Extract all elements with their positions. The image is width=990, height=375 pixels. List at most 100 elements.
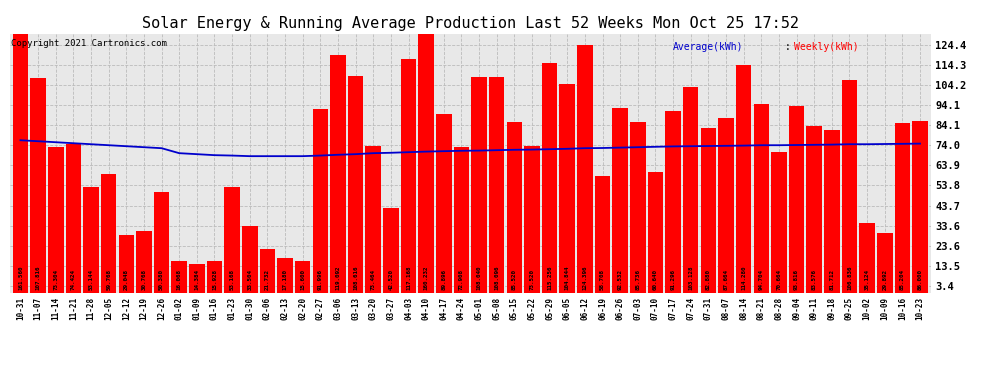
Bar xyxy=(895,123,910,292)
Bar xyxy=(383,208,399,292)
Bar xyxy=(119,235,134,292)
Text: 91.996: 91.996 xyxy=(318,268,323,290)
Bar xyxy=(630,122,645,292)
Text: 59.768: 59.768 xyxy=(106,268,111,290)
Text: 42.520: 42.520 xyxy=(388,268,393,290)
Text: Copyright 2021 Cartronics.com: Copyright 2021 Cartronics.com xyxy=(11,39,166,48)
Text: 103.128: 103.128 xyxy=(688,265,693,290)
Text: 107.816: 107.816 xyxy=(36,265,41,290)
Text: 73.520: 73.520 xyxy=(530,268,535,290)
Bar xyxy=(753,104,769,292)
Bar xyxy=(453,147,469,292)
Bar xyxy=(436,114,451,292)
Text: 30.768: 30.768 xyxy=(142,268,147,290)
Bar xyxy=(153,192,169,292)
Bar xyxy=(577,45,593,292)
Text: 115.256: 115.256 xyxy=(547,265,552,290)
Text: 86.000: 86.000 xyxy=(918,268,923,290)
Bar xyxy=(736,65,751,292)
Bar xyxy=(471,78,487,292)
Text: 33.504: 33.504 xyxy=(248,268,252,290)
Text: 85.736: 85.736 xyxy=(636,268,641,290)
Text: 81.712: 81.712 xyxy=(830,268,835,290)
Text: 94.704: 94.704 xyxy=(758,268,763,290)
Bar xyxy=(559,84,575,292)
Text: 17.180: 17.180 xyxy=(282,268,287,290)
Text: 73.464: 73.464 xyxy=(370,268,376,290)
Bar xyxy=(31,78,46,292)
Text: 108.096: 108.096 xyxy=(494,265,499,290)
Bar xyxy=(419,0,434,292)
Bar xyxy=(207,261,223,292)
Bar xyxy=(347,76,363,292)
Bar xyxy=(525,146,540,292)
Bar xyxy=(647,172,663,292)
Bar xyxy=(13,0,29,292)
Bar xyxy=(507,122,522,292)
Text: 15.600: 15.600 xyxy=(300,268,305,290)
Bar xyxy=(401,59,416,292)
Bar xyxy=(877,233,893,292)
Bar xyxy=(665,111,681,292)
Text: 29.048: 29.048 xyxy=(124,268,129,290)
Text: 72.908: 72.908 xyxy=(459,268,464,290)
Text: 35.124: 35.124 xyxy=(864,268,869,290)
Bar xyxy=(912,122,928,292)
Text: 70.664: 70.664 xyxy=(776,268,781,290)
Bar xyxy=(859,223,875,292)
Bar xyxy=(701,128,716,292)
Text: Weekly(kWh): Weekly(kWh) xyxy=(794,42,859,51)
Text: 114.280: 114.280 xyxy=(742,265,746,290)
Bar xyxy=(259,249,275,292)
Bar xyxy=(489,77,505,292)
Text: 108.616: 108.616 xyxy=(353,265,358,290)
Text: :: : xyxy=(779,42,796,51)
Text: 21.732: 21.732 xyxy=(265,268,270,290)
Text: 53.144: 53.144 xyxy=(88,268,93,290)
Text: 16.068: 16.068 xyxy=(177,268,182,290)
Bar xyxy=(542,63,557,292)
Text: 83.576: 83.576 xyxy=(812,268,817,290)
Text: 82.880: 82.880 xyxy=(706,268,711,290)
Bar xyxy=(595,176,610,292)
Text: 87.664: 87.664 xyxy=(724,268,729,290)
Text: 15.928: 15.928 xyxy=(212,268,217,290)
Bar xyxy=(789,106,804,292)
Bar xyxy=(313,110,328,292)
Bar xyxy=(277,258,293,292)
Text: 161.560: 161.560 xyxy=(18,265,23,290)
Bar xyxy=(365,146,381,292)
Text: 92.532: 92.532 xyxy=(618,268,623,290)
Bar xyxy=(171,261,187,292)
Text: 60.640: 60.640 xyxy=(653,268,658,290)
Bar xyxy=(189,264,205,292)
Text: 108.040: 108.040 xyxy=(476,265,481,290)
Bar xyxy=(331,56,346,292)
Bar xyxy=(718,118,734,292)
Text: 89.896: 89.896 xyxy=(442,268,446,290)
Text: 53.168: 53.168 xyxy=(230,268,235,290)
Text: 50.380: 50.380 xyxy=(159,268,164,290)
Text: 160.232: 160.232 xyxy=(424,265,429,290)
Text: 93.816: 93.816 xyxy=(794,268,799,290)
Text: 104.844: 104.844 xyxy=(564,265,570,290)
Bar xyxy=(225,187,240,292)
Title: Solar Energy & Running Average Production Last 52 Weeks Mon Oct 25 17:52: Solar Energy & Running Average Productio… xyxy=(142,16,799,31)
Bar xyxy=(83,187,99,292)
Bar xyxy=(824,130,840,292)
Text: 85.204: 85.204 xyxy=(900,268,905,290)
Text: 29.892: 29.892 xyxy=(882,268,887,290)
Text: Average(kWh): Average(kWh) xyxy=(673,42,743,51)
Bar xyxy=(65,144,81,292)
Text: 119.092: 119.092 xyxy=(336,265,341,290)
Bar xyxy=(242,226,257,292)
Bar xyxy=(771,152,787,292)
Bar xyxy=(807,126,822,292)
Bar xyxy=(48,147,63,292)
Text: 124.396: 124.396 xyxy=(582,265,587,290)
Text: 14.384: 14.384 xyxy=(194,268,199,290)
Text: 91.296: 91.296 xyxy=(670,268,675,290)
Text: 106.836: 106.836 xyxy=(847,265,852,290)
Bar xyxy=(613,108,628,292)
Text: 73.304: 73.304 xyxy=(53,268,58,290)
